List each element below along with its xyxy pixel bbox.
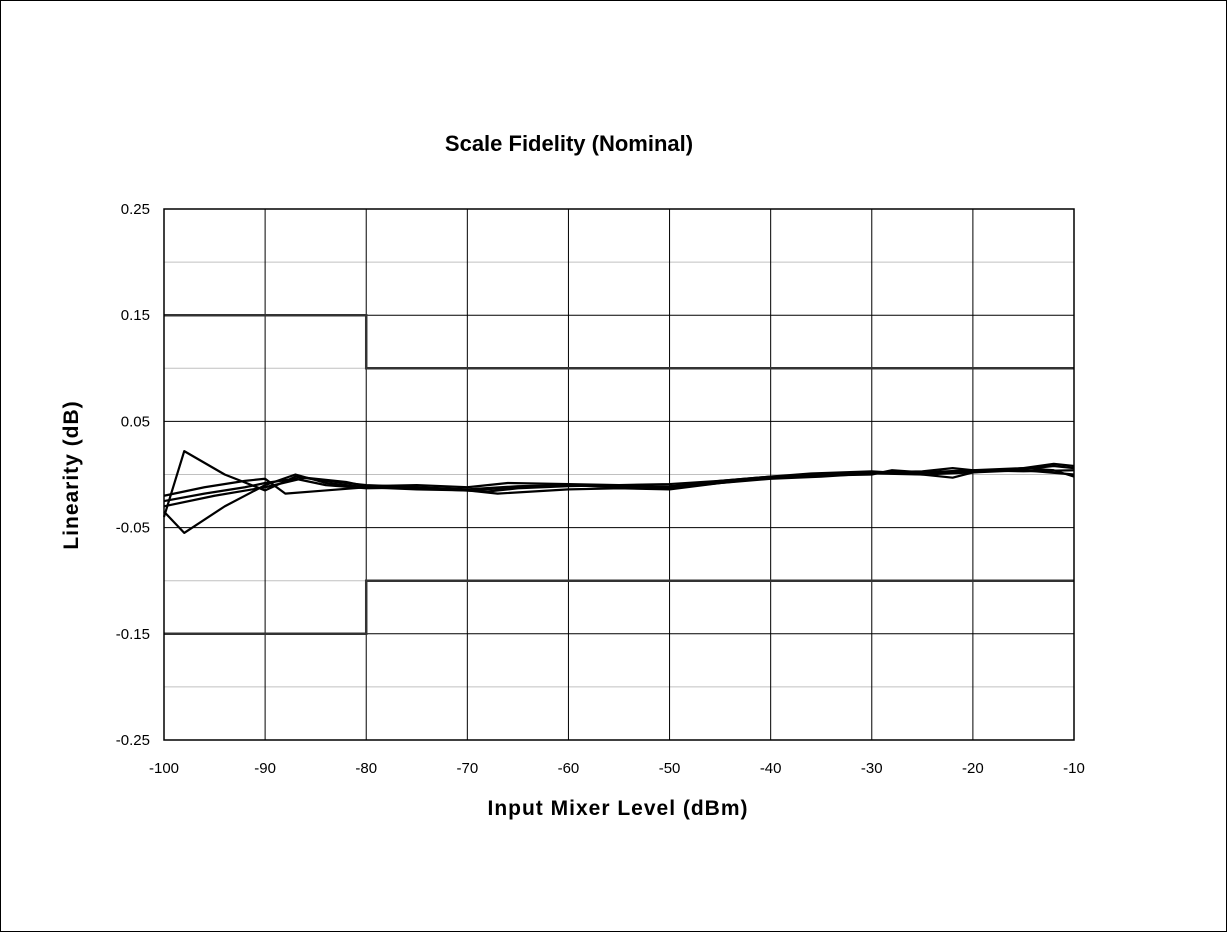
y-tick-label-5: -0.25 (116, 732, 150, 749)
x-axis-label: Input Mixer Level (dBm) (487, 797, 748, 820)
x-tick-labels: -100 -90 -80 -70 -60 -50 -40 -30 -20 -10 (149, 760, 1085, 777)
y-tick-label-0: 0.25 (121, 201, 150, 218)
x-tick-label-1: -90 (254, 760, 276, 777)
limit-line-lower (164, 579, 1074, 636)
x-tick-label-6: -40 (760, 760, 782, 777)
x-tick-label-3: -70 (456, 760, 478, 777)
y-tick-label-4: -0.15 (116, 626, 150, 643)
x-tick-label-9: -10 (1063, 760, 1085, 777)
x-tick-label-7: -30 (861, 760, 883, 777)
x-tick-label-5: -50 (659, 760, 681, 777)
data-series (162, 450, 1075, 535)
plot-area-border (163, 208, 1075, 741)
y-tick-label-1: 0.15 (121, 307, 150, 324)
x-tick-label-4: -60 (558, 760, 580, 777)
x-tick-label-8: -20 (962, 760, 984, 777)
y-tick-label-2: 0.05 (121, 413, 150, 430)
x-tick-label-2: -80 (355, 760, 377, 777)
series-line-5 (163, 467, 1075, 508)
y-tick-label-3: -0.05 (116, 520, 150, 537)
limit-lines (164, 313, 1074, 636)
x-tick-label-0: -100 (149, 760, 179, 777)
y-tick-labels: 0.25 0.15 0.05 -0.05 -0.15 -0.25 (116, 201, 150, 749)
limit-line-upper (164, 313, 1074, 370)
chart-title: Scale Fidelity (Nominal) (445, 131, 693, 156)
y-axis-label: Linearity (dB) (60, 400, 83, 549)
